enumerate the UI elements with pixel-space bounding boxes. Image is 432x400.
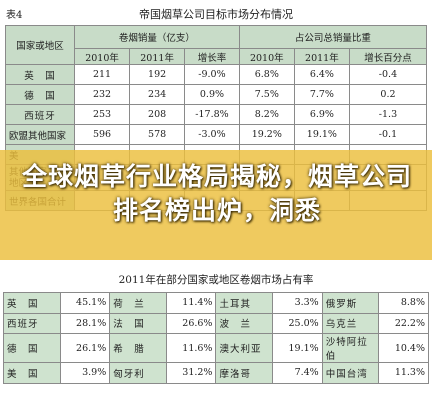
table-title: 帝国烟草公司目标市场分布情况 [139, 8, 293, 21]
share-country-cell: 法 国 [109, 312, 167, 334]
value-cell: 6.8% [238, 64, 295, 85]
share-value-cell: 11.3% [378, 362, 429, 384]
column-header: 2010年 [238, 48, 295, 65]
table-row: 德 国 232 234 0.9% 7.5% 7.7% 0.2 [5, 84, 428, 105]
value-cell: 7.7% [293, 84, 350, 105]
value-cell: 234 [129, 84, 186, 105]
column-header: 增长率 [184, 48, 240, 65]
table-label: 表4 [6, 10, 23, 21]
share-country-cell: 波 兰 [215, 312, 274, 334]
value-cell: 19.1% [293, 124, 350, 145]
value-cell: 0.9% [184, 84, 240, 105]
share-row: 英 国 45.1% 荷 兰 11.4% 土耳其 3.3% 俄罗斯 8.8% [3, 292, 429, 314]
value-cell: -0.1 [348, 124, 428, 145]
share-value-cell: 28.1% [59, 312, 111, 334]
share-row: 美 国 3.9% 匈牙利 31.2% 摩洛哥 7.4% 中国台湾 11.3% [3, 362, 429, 384]
share-row: 西班牙 28.1% 法 国 26.6% 波 兰 25.0% 乌克兰 22.2% [3, 312, 429, 334]
share-value-cell: 3.3% [272, 292, 323, 314]
share-country-cell: 希 腊 [109, 333, 167, 363]
share-value-cell: 22.2% [378, 312, 429, 334]
share-value-cell: 3.9% [59, 362, 111, 384]
value-cell: 8.2% [238, 104, 295, 125]
value-cell: 19.2% [238, 124, 295, 145]
market-share-table: 英 国 45.1% 荷 兰 11.4% 土耳其 3.3% 俄罗斯 8.8% 西班牙 28.1% 法 … [3, 292, 429, 384]
country-cell: 德 国 [5, 84, 75, 105]
share-value-cell: 8.8% [378, 292, 429, 314]
share-country-cell: 乌克兰 [321, 312, 380, 334]
value-cell: -1.3 [348, 104, 428, 125]
share-country-cell: 美 国 [3, 362, 61, 384]
share-country-cell: 中国台湾 [321, 362, 380, 384]
table-row: 西班牙 253 208 -17.8% 8.2% 6.9% -1.3 [5, 104, 428, 125]
share-country-cell: 匈牙利 [109, 362, 167, 384]
share-country-cell: 沙特阿拉伯 [321, 333, 380, 363]
share-value-cell: 10.4% [378, 333, 429, 363]
value-cell: -3.0% [184, 124, 240, 145]
share-value-cell: 11.6% [165, 333, 217, 363]
share-country-cell: 西班牙 [3, 312, 61, 334]
share-value-cell: 26.1% [59, 333, 111, 363]
value-cell: 211 [73, 64, 131, 85]
share-country-cell: 澳大利亚 [215, 333, 274, 363]
value-cell: 232 [73, 84, 131, 105]
column-header: 增长百分点 [348, 48, 428, 65]
share-country-cell: 摩洛哥 [215, 362, 274, 384]
share-country-cell: 荷 兰 [109, 292, 167, 314]
share-country-cell: 英 国 [3, 292, 61, 314]
sales-group-header: 卷烟销量（亿支） [74, 25, 240, 49]
value-cell: 7.5% [238, 84, 295, 105]
share-country-cell: 德 国 [3, 333, 61, 363]
table-row: 欧盟其他国家 596 578 -3.0% 19.2% 19.1% -0.1 [5, 124, 428, 145]
value-cell: 0.2 [348, 84, 428, 105]
headline-text: 全球烟草行业格局揭秘，烟草公司排名榜出炉，洞悉 [21, 162, 412, 225]
value-cell: -0.4 [348, 64, 428, 85]
country-cell: 英 国 [5, 64, 75, 85]
share-value-cell: 45.1% [59, 292, 111, 314]
share-value-cell: 19.1% [272, 333, 323, 363]
value-cell: 6.9% [293, 104, 350, 125]
value-cell: 208 [129, 104, 186, 125]
country-cell: 西班牙 [5, 104, 75, 125]
share-value-cell: 26.6% [165, 312, 217, 334]
share-value-cell: 7.4% [272, 362, 323, 384]
share-value-cell: 11.4% [165, 292, 217, 314]
country-cell: 欧盟其他国家 [5, 124, 75, 145]
value-cell: 596 [73, 124, 131, 145]
value-cell: 6.4% [293, 64, 350, 85]
share-country-cell: 俄罗斯 [321, 292, 380, 314]
column-header: 2011年 [293, 48, 350, 65]
share-group-header: 占公司总销量比重 [238, 25, 428, 49]
value-cell: 253 [73, 104, 131, 125]
region-header: 国家或地区 [5, 25, 75, 65]
share-table-title: 2011年在部分国家或地区卷烟市场占有率 [118, 274, 314, 286]
column-header: 2011年 [129, 48, 186, 65]
column-header: 2010年 [73, 48, 131, 65]
share-value-cell: 31.2% [165, 362, 217, 384]
table-row: 英 国 211 192 -9.0% 6.8% 6.4% -0.4 [5, 64, 428, 85]
value-cell: 192 [129, 64, 186, 85]
value-cell: -17.8% [184, 104, 240, 125]
headline-banner [0, 150, 432, 260]
share-row: 德 国 26.1% 希 腊 11.6% 澳大利亚 19.1% 沙特阿拉伯 10.4% [3, 333, 429, 363]
value-cell: -9.0% [184, 64, 240, 85]
share-country-cell: 土耳其 [215, 292, 274, 314]
value-cell: 578 [129, 124, 186, 145]
share-value-cell: 25.0% [272, 312, 323, 334]
